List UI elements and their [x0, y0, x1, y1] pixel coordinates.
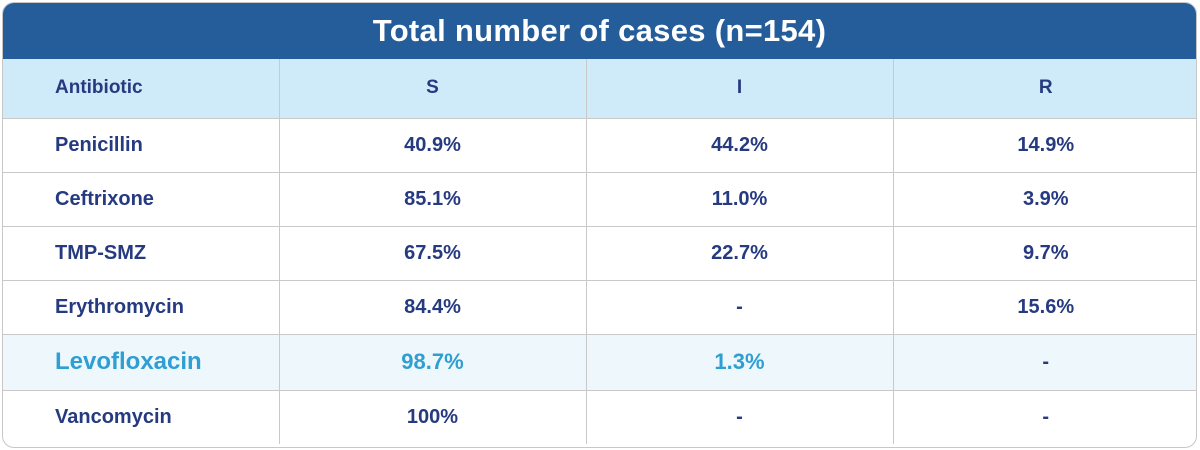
column-header-antibiotic: Antibiotic [3, 59, 280, 119]
table-row: Ceftrixone 85.1% 11.0% 3.9% [3, 172, 1196, 227]
table-row: Vancomycin 100% - - [3, 390, 1196, 444]
table-title: Total number of cases (n=154) [3, 3, 1196, 59]
table-row-highlighted: Levofloxacin 98.7% 1.3% - [3, 334, 1196, 391]
i-value-cell: - [586, 390, 894, 444]
antibiotic-name-cell: Erythromycin [3, 280, 280, 335]
r-value-cell: - [893, 334, 1196, 391]
i-value-cell: 22.7% [586, 226, 894, 281]
s-value-cell: 100% [279, 390, 587, 444]
r-value-cell: 14.9% [893, 118, 1196, 173]
s-value-cell: 85.1% [279, 172, 587, 227]
table-row: TMP-SMZ 67.5% 22.7% 9.7% [3, 226, 1196, 281]
r-value-cell: - [1042, 405, 1050, 428]
antibiotic-name-cell: TMP-SMZ [3, 226, 280, 281]
s-value-cell: 67.5% [279, 226, 587, 281]
antibiotic-name-cell: Levofloxacin [3, 334, 280, 391]
antibiotic-name-cell: Vancomycin [3, 390, 280, 444]
column-header-i: I [586, 59, 894, 119]
i-value-cell: - [586, 280, 894, 335]
i-value-cell: 1.3% [586, 334, 894, 391]
antibiotic-name-cell: Ceftrixone [3, 172, 280, 227]
r-value-cell: 3.9% [893, 172, 1196, 227]
s-value-cell: 40.9% [279, 118, 587, 173]
r-value-cell: 15.6% [893, 280, 1196, 335]
i-value-cell: 44.2% [586, 118, 894, 173]
i-value-cell: 11.0% [586, 172, 894, 227]
s-value-cell: 98.7% [279, 334, 587, 391]
table-row: Erythromycin 84.4% - 15.6% [3, 280, 1196, 335]
table-row: Penicillin 40.9% 44.2% 14.9% [3, 118, 1196, 173]
header-row: Antibiotic S I R [3, 59, 1196, 119]
r-value-cell: 9.7% [893, 226, 1196, 281]
column-header-r: R [893, 59, 1196, 119]
column-header-s: S [279, 59, 587, 119]
susceptibility-table: Antibiotic S I R Penicillin 40.9% 44.2% … [3, 59, 1196, 444]
antibiotic-name-cell: Penicillin [3, 118, 280, 173]
s-value-cell: 84.4% [279, 280, 587, 335]
